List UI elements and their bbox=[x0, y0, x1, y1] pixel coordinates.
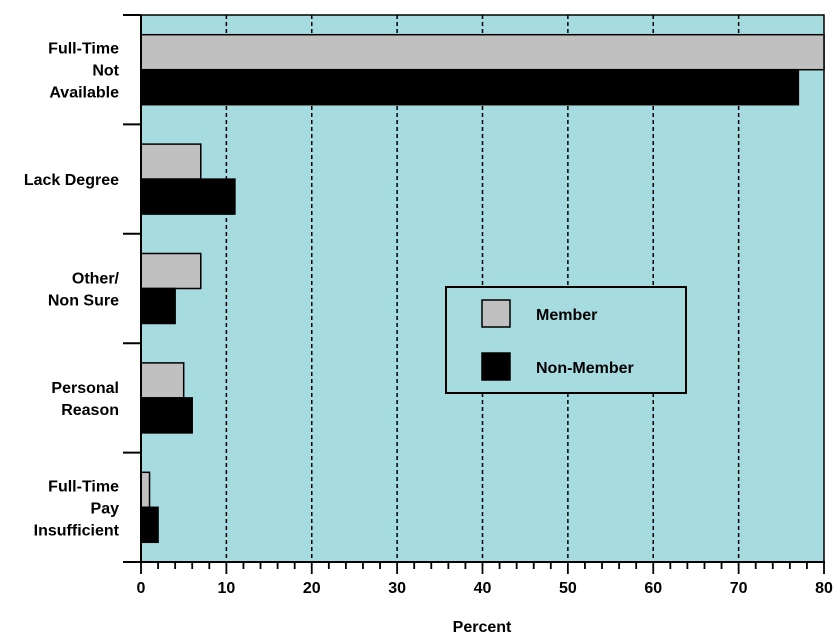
category-label-line: Personal bbox=[51, 380, 119, 397]
bar-member bbox=[140, 143, 202, 180]
bar-non-member bbox=[140, 397, 193, 434]
category-label-line: Full-Time bbox=[48, 478, 119, 495]
category-label: Full-Time Not Available bbox=[48, 41, 120, 102]
category-label-line: Pay bbox=[91, 500, 120, 517]
category-label-line: Lack Degree bbox=[24, 172, 119, 189]
bar-non-member bbox=[140, 68, 800, 106]
category-label-line: Available bbox=[49, 85, 119, 102]
x-tick-label: 30 bbox=[388, 580, 406, 597]
legend-label-member: Member bbox=[536, 307, 597, 324]
x-tick-label: 20 bbox=[303, 580, 321, 597]
category-label: Full-Time Pay Insufficient bbox=[34, 478, 120, 539]
x-tick-label: 80 bbox=[815, 580, 833, 597]
bar-member bbox=[140, 362, 185, 399]
category-label-line: Not bbox=[92, 63, 119, 80]
bar-member bbox=[140, 252, 202, 290]
bar-member bbox=[140, 471, 151, 509]
category-labels: Full-Time Not Available Lack Degree Other/No… bbox=[24, 41, 120, 540]
legend-label-non-member: Non-Member bbox=[536, 360, 634, 377]
x-tick-label: 60 bbox=[644, 580, 662, 597]
bar-non-member bbox=[140, 178, 236, 215]
category-label: Other/Non Sure bbox=[48, 271, 120, 310]
bar-member bbox=[140, 33, 825, 71]
legend-swatch-member bbox=[481, 299, 511, 328]
x-tick-label: 0 bbox=[137, 580, 146, 597]
bars bbox=[140, 33, 825, 544]
category-label-line: Full-Time bbox=[48, 41, 119, 58]
category-label-line: Other/ bbox=[72, 271, 120, 288]
legend: Member Non-Member bbox=[445, 286, 687, 394]
legend-swatch-non-member bbox=[481, 352, 511, 381]
x-tick-label: 10 bbox=[217, 580, 235, 597]
bar-non-member bbox=[140, 506, 159, 544]
x-axis-title: Percent bbox=[453, 619, 512, 636]
category-label: Lack Degree bbox=[24, 172, 119, 189]
category-label: Personal Reason bbox=[51, 380, 119, 419]
category-label-line: Non Sure bbox=[48, 293, 119, 310]
category-label-line: Reason bbox=[61, 402, 119, 419]
bar-non-member bbox=[140, 287, 176, 325]
x-tick-label: 70 bbox=[730, 580, 748, 597]
x-tick-labels: 0 10 20 30 40 50 60 70 80 bbox=[137, 580, 833, 597]
x-tick-label: 40 bbox=[474, 580, 492, 597]
axes bbox=[123, 14, 825, 574]
category-label-line: Insufficient bbox=[34, 522, 120, 539]
x-tick-label: 50 bbox=[559, 580, 577, 597]
